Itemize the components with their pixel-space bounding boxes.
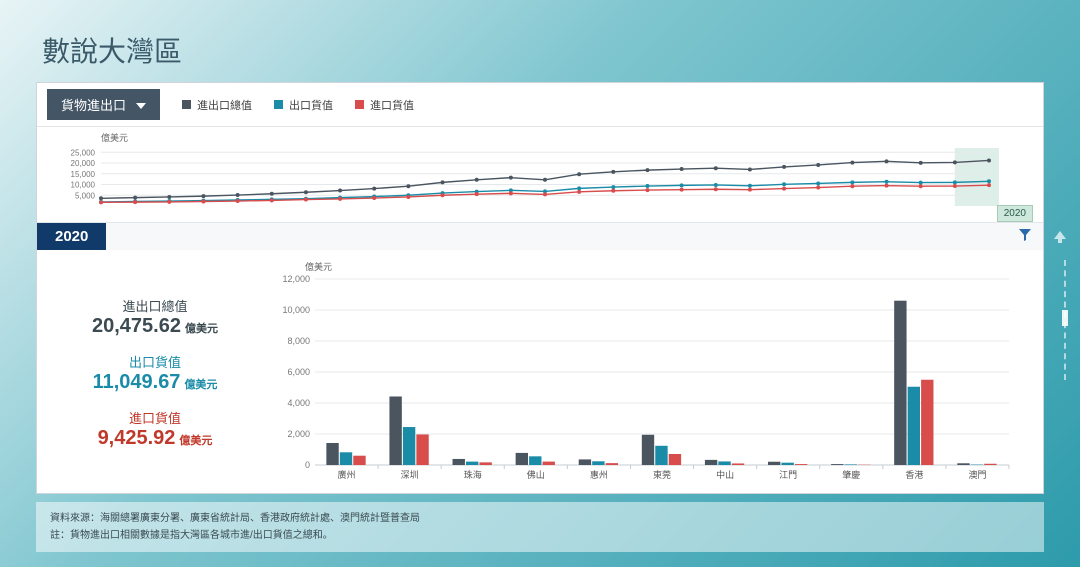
metric-dropdown-label: 貨物進出口 — [61, 95, 126, 114]
svg-text:深圳: 深圳 — [401, 470, 419, 480]
svg-text:佛山: 佛山 — [527, 469, 545, 480]
svg-text:20,000: 20,000 — [71, 159, 96, 168]
stat-total-label: 進出口總值 — [45, 296, 265, 315]
scroll-up-icon[interactable] — [1054, 230, 1066, 248]
stat-total-value: 20,475.62億美元 — [45, 315, 265, 338]
svg-text:江門: 江門 — [779, 470, 797, 480]
legend-label: 出口貨值 — [289, 97, 333, 113]
svg-text:5,000: 5,000 — [75, 191, 96, 200]
legend: 進出口總值 出口貨值 進口貨值 — [182, 97, 414, 113]
chevron-down-icon — [136, 97, 146, 112]
year-row: 2020 — [37, 222, 1043, 250]
svg-text:6,000: 6,000 — [287, 367, 310, 377]
stat-import: 進口貨值 9,425.92億美元 — [45, 408, 265, 450]
footnote-note: 註：貨物進出口相關數據是指大灣區各城市進/出口貨值之總和。 — [50, 527, 1030, 544]
svg-text:10,000: 10,000 — [282, 305, 310, 315]
filter-icon[interactable] — [1019, 228, 1031, 246]
legend-swatch — [355, 100, 364, 109]
svg-text:東莞: 東莞 — [653, 469, 671, 480]
svg-text:2,000: 2,000 — [287, 429, 310, 439]
svg-text:廣州: 廣州 — [338, 469, 356, 480]
stat-import-label: 進口貨值 — [45, 408, 265, 427]
svg-text:肇慶: 肇慶 — [842, 469, 860, 480]
topbar: 貨物進出口 進出口總值 出口貨值 進口貨值 — [37, 83, 1043, 127]
page-title: 數說大灣區 — [0, 0, 1080, 82]
stat-import-value: 9,425.92億美元 — [45, 427, 265, 450]
svg-text:惠州: 惠州 — [590, 469, 608, 480]
timeline-chart[interactable]: 5,00010,000 15,000 20,000 25,000 2020 — [47, 144, 1033, 222]
svg-text:中山: 中山 — [716, 469, 734, 480]
legend-item[interactable]: 進出口總值 — [182, 97, 252, 113]
stat-export-label: 出口貨值 — [45, 352, 265, 371]
svg-text:25,000: 25,000 — [71, 148, 96, 157]
svg-text:15,000: 15,000 — [71, 170, 96, 179]
side-indicator — [1062, 310, 1068, 326]
timeline-y-unit: 億美元 — [101, 131, 1033, 144]
legend-swatch — [274, 100, 283, 109]
selected-year-chip[interactable]: 2020 — [37, 223, 106, 250]
timeline-section: 億美元 5,00010,000 15,000 20,000 25,000 2020 — [37, 127, 1043, 222]
svg-text:12,000: 12,000 — [282, 274, 310, 284]
footnote: 資料來源：海關總署廣東分署、廣東省統計局、香港政府統計處、澳門統計暨普查局 註：… — [36, 502, 1044, 552]
legend-label: 進出口總值 — [197, 97, 252, 113]
metric-dropdown[interactable]: 貨物進出口 — [47, 89, 160, 120]
barchart-section: 億美元 0 2,000 4,000 6,000 8,000 10,000 12,000 廣州 深… — [275, 260, 1035, 485]
legend-label: 進口貨值 — [370, 97, 414, 113]
barchart-svg: 0 2,000 4,000 6,000 8,000 10,000 12,000 廣州 深圳 珠海 佛… — [275, 273, 1015, 485]
legend-item[interactable]: 出口貨值 — [274, 97, 333, 113]
stat-export-value: 11,049.67億美元 — [45, 371, 265, 394]
stats-panel: 進出口總值 20,475.62億美元 出口貨值 11,049.67億美元 進口貨… — [45, 260, 265, 485]
legend-swatch — [182, 100, 191, 109]
svg-text:10,000: 10,000 — [71, 181, 96, 190]
timeline-year-marker: 2020 — [997, 205, 1033, 222]
svg-text:珠海: 珠海 — [464, 469, 482, 480]
body-row: 進出口總值 20,475.62億美元 出口貨值 11,049.67億美元 進口貨… — [37, 250, 1043, 493]
stat-export: 出口貨值 11,049.67億美元 — [45, 352, 265, 394]
footnote-source: 資料來源：海關總署廣東分署、廣東省統計局、香港政府統計處、澳門統計暨普查局 — [50, 510, 1030, 527]
svg-text:0: 0 — [305, 460, 310, 470]
legend-item[interactable]: 進口貨值 — [355, 97, 414, 113]
stat-total: 進出口總值 20,475.62億美元 — [45, 296, 265, 338]
barchart-y-unit: 億美元 — [305, 260, 1035, 273]
svg-text:8,000: 8,000 — [287, 336, 310, 346]
svg-text:香港: 香港 — [905, 469, 923, 480]
svg-text:4,000: 4,000 — [287, 398, 310, 408]
timeline-svg: 5,00010,000 15,000 20,000 25,000 — [47, 144, 1007, 210]
svg-text:澳門: 澳門 — [968, 469, 986, 480]
dashboard-panel: 貨物進出口 進出口總值出口貨值進口貨值 億美元 5,00010,00015,00… — [36, 82, 1044, 494]
